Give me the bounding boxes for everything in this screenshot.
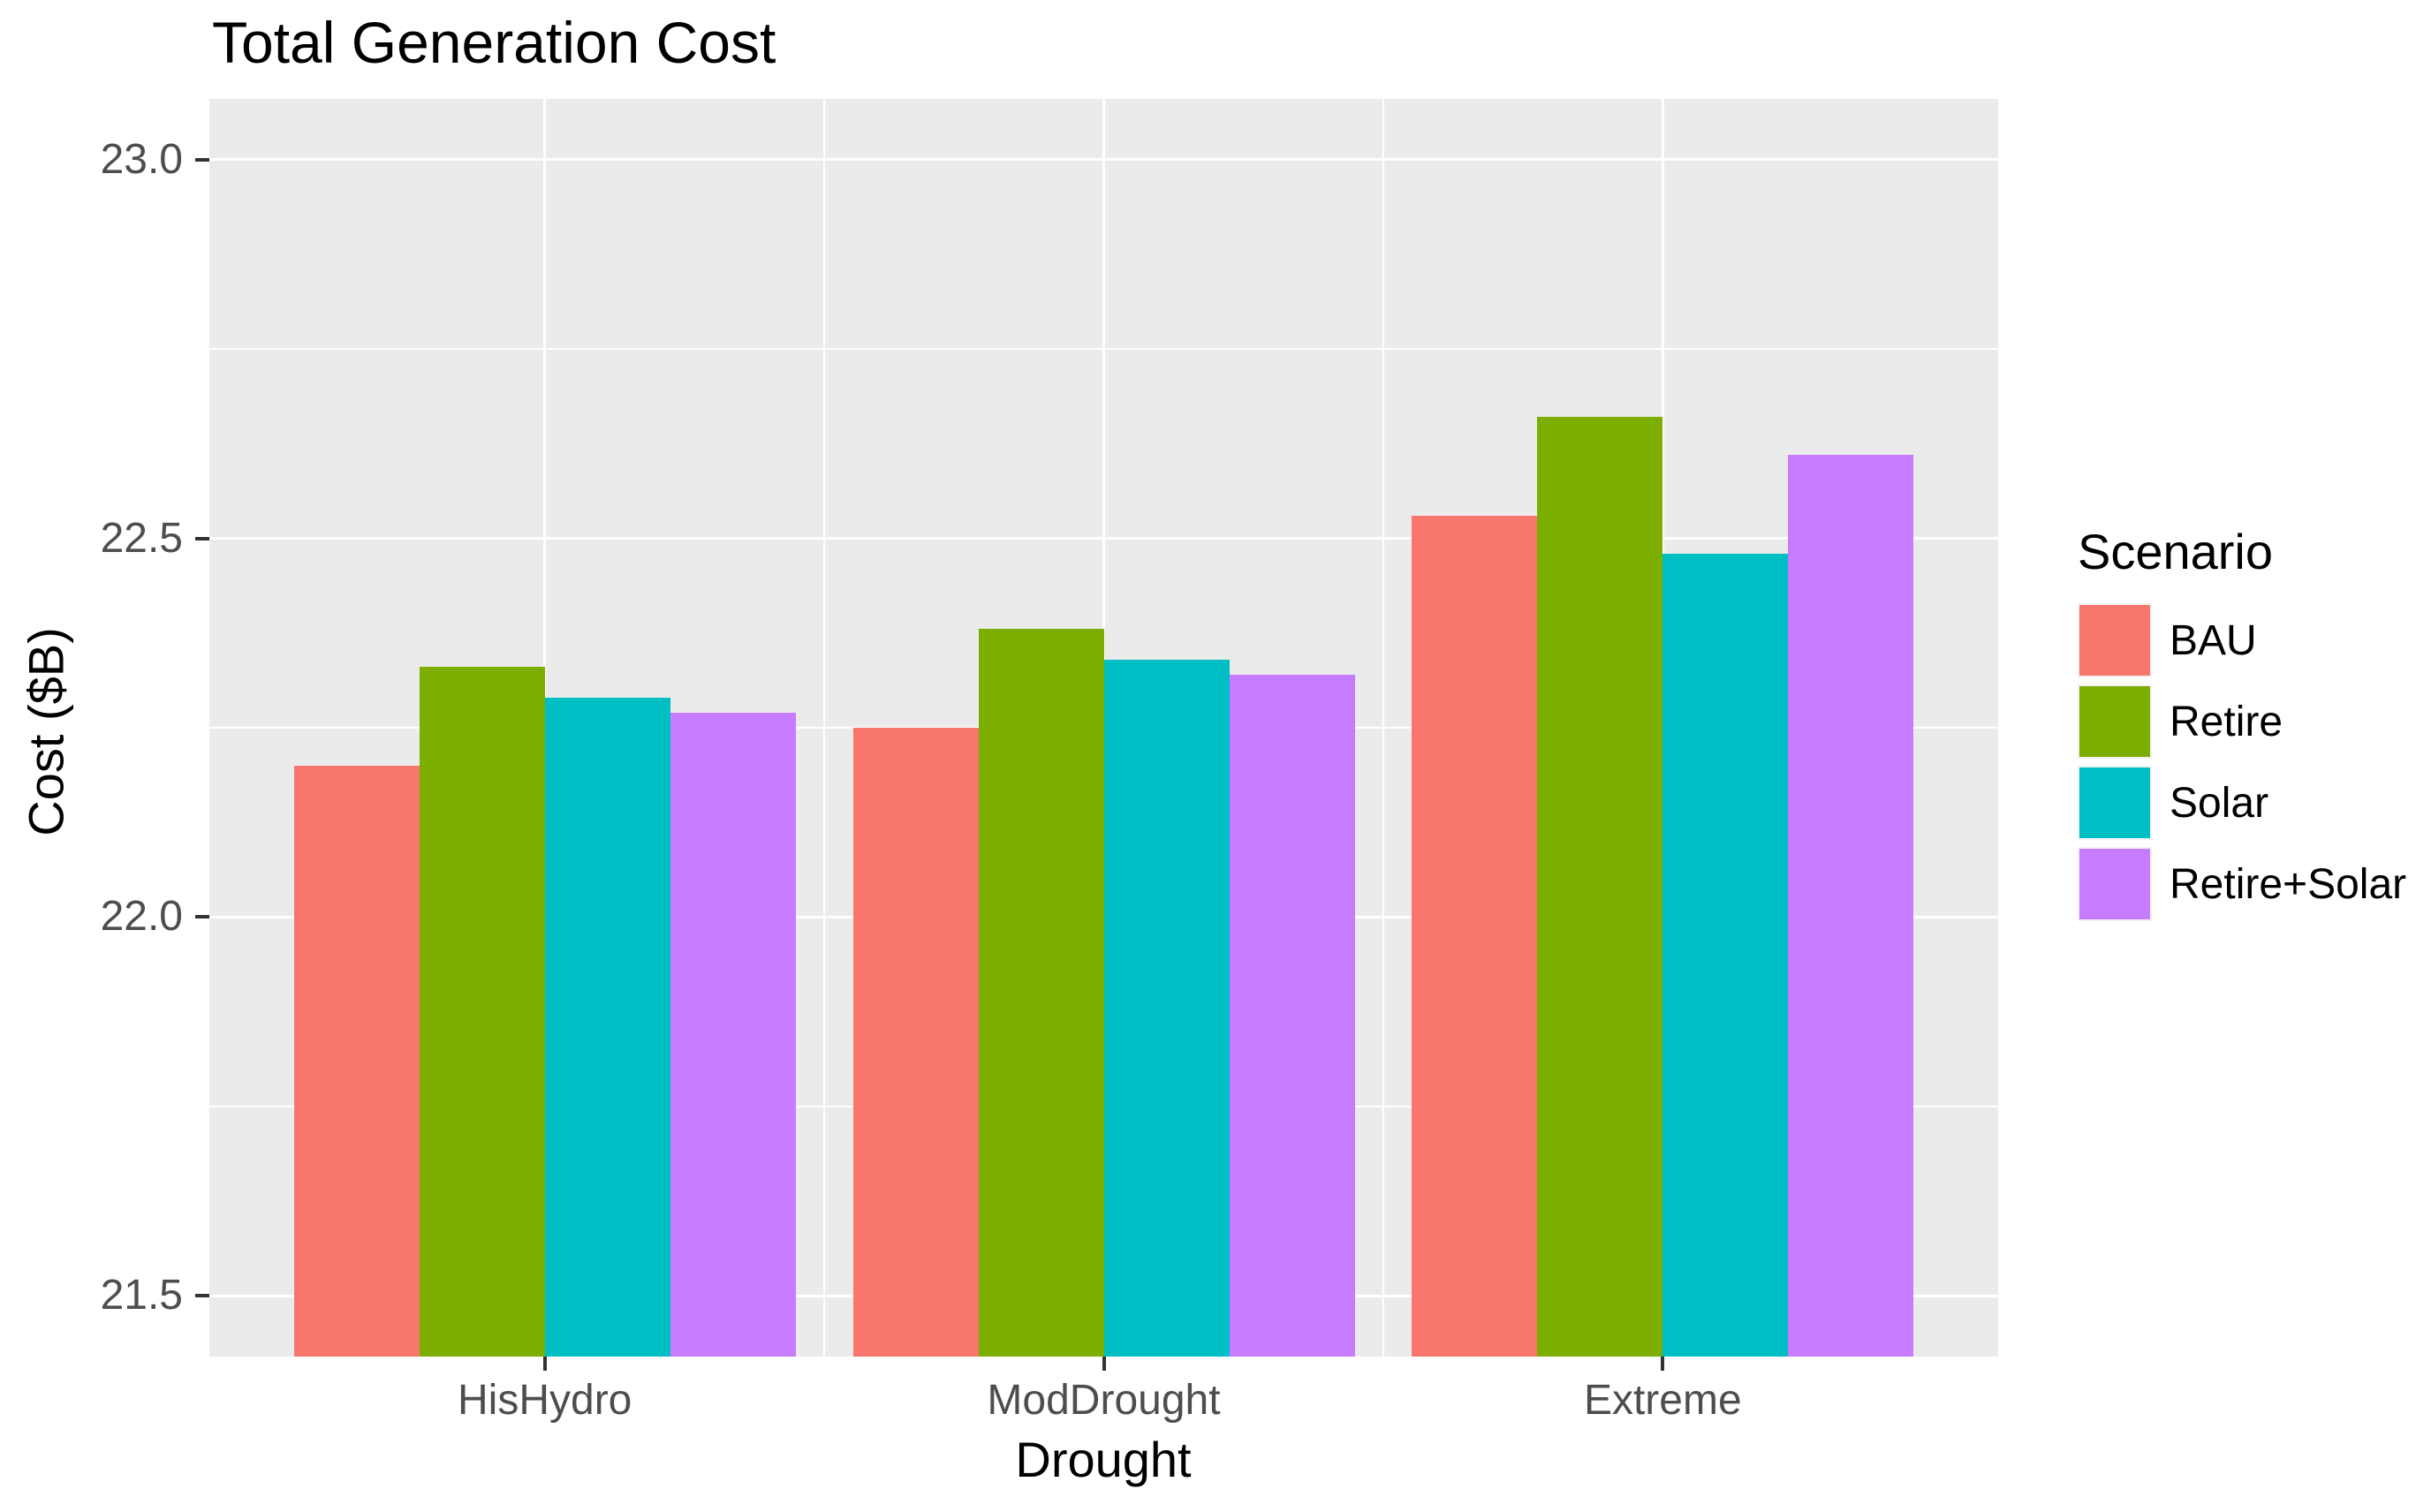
gridline-minor-vertical xyxy=(823,99,826,1357)
x-tick-label-hishydro: HisHydro xyxy=(458,1377,632,1424)
x-tick-label-moddrought: ModDrought xyxy=(987,1377,1221,1424)
legend-title: Scenario xyxy=(2078,524,2274,579)
bar-bau-hishydro xyxy=(293,765,420,1357)
legend-items: BAU Retire Solar Retire+Solar xyxy=(2078,603,2406,921)
legend-item-label: Solar xyxy=(2170,779,2269,827)
bar-retire-plussolar-moddrought xyxy=(1229,674,1355,1357)
legend-item-solar: Solar xyxy=(2078,766,2406,840)
bar-solar-hishydro xyxy=(544,697,670,1357)
bar-retire-moddrought xyxy=(978,629,1104,1357)
legend: Scenario BAU Retire Solar Retire+Solar xyxy=(2078,523,2406,928)
x-axis-title: Drought xyxy=(1015,1432,1192,1487)
legend-key-swatch xyxy=(2078,603,2152,677)
x-tick-mark xyxy=(542,1357,547,1371)
x-tick-label-extreme: Extreme xyxy=(1583,1377,1742,1424)
bar-solar-extreme xyxy=(1662,553,1789,1357)
y-tick-mark xyxy=(195,915,209,919)
bar-retire-plussolar-extreme xyxy=(1788,455,1914,1357)
legend-item-label: Retire+Solar xyxy=(2170,860,2407,908)
legend-key-swatch xyxy=(2078,684,2152,759)
gridline-minor-vertical xyxy=(1382,99,1384,1357)
bar-solar-moddrought xyxy=(1103,659,1230,1357)
x-tick-mark xyxy=(1102,1357,1106,1371)
legend-item-retire-plussolar: Retire+Solar xyxy=(2078,847,2406,921)
bar-retire-hishydro xyxy=(419,667,545,1357)
y-tick-mark xyxy=(195,536,209,541)
y-tick-label: 22.5 xyxy=(100,514,183,562)
chart-title: Total Generation Cost xyxy=(212,10,776,75)
y-tick-mark xyxy=(195,157,209,162)
bar-bau-moddrought xyxy=(852,728,979,1357)
bar-bau-extreme xyxy=(1412,515,1538,1357)
y-tick-mark xyxy=(195,1294,209,1298)
x-tick-mark xyxy=(1661,1357,1665,1371)
bar-retire-plussolar-hishydro xyxy=(670,712,796,1357)
bar-retire-extreme xyxy=(1537,417,1663,1357)
legend-item-bau: BAU xyxy=(2078,603,2406,677)
legend-item-label: BAU xyxy=(2170,616,2257,664)
y-axis-title: Cost ($B) xyxy=(18,627,74,836)
legend-item-retire: Retire xyxy=(2078,684,2406,759)
y-tick-label: 22.0 xyxy=(100,893,183,941)
y-tick-label: 23.0 xyxy=(100,135,183,183)
plot-panel xyxy=(209,99,1998,1357)
y-tick-label: 21.5 xyxy=(100,1272,183,1319)
legend-key-swatch xyxy=(2078,847,2152,921)
legend-item-label: Retire xyxy=(2170,698,2283,745)
legend-key-swatch xyxy=(2078,766,2152,840)
